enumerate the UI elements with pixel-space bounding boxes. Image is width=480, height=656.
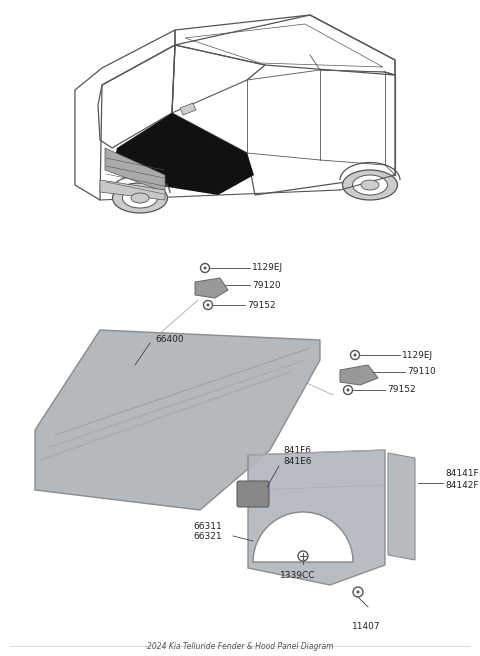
Ellipse shape [352,175,387,195]
Polygon shape [100,180,165,200]
Text: 1129EJ: 1129EJ [402,350,433,359]
Polygon shape [105,148,165,192]
Circle shape [353,354,357,356]
Text: 66311: 66311 [193,522,222,531]
Circle shape [204,266,206,270]
Polygon shape [35,330,320,510]
Ellipse shape [343,170,397,200]
Wedge shape [253,512,353,562]
Text: 1129EJ: 1129EJ [252,264,283,272]
Circle shape [298,551,308,561]
Text: 66321: 66321 [193,532,222,541]
FancyBboxPatch shape [237,481,269,507]
Text: 2024 Kia Telluride Fender & Hood Panel Diagram: 2024 Kia Telluride Fender & Hood Panel D… [147,642,333,651]
Polygon shape [388,453,415,560]
Circle shape [204,300,213,310]
Circle shape [353,587,363,597]
Polygon shape [180,103,196,115]
Ellipse shape [131,193,149,203]
Text: 84141F: 84141F [445,469,479,478]
Ellipse shape [361,180,379,190]
Text: 11407: 11407 [352,622,380,631]
Ellipse shape [112,183,168,213]
Polygon shape [195,278,228,298]
Circle shape [357,590,360,594]
Text: 79152: 79152 [387,386,416,394]
Text: 79110: 79110 [407,367,436,377]
Polygon shape [112,113,254,195]
Text: 79152: 79152 [247,300,276,310]
Circle shape [201,264,209,272]
Polygon shape [340,365,378,385]
Text: 84142F: 84142F [445,481,479,490]
Text: 841E6: 841E6 [283,457,312,466]
Circle shape [347,388,349,392]
Text: 841F6: 841F6 [283,446,311,455]
Text: 1339CC: 1339CC [280,571,316,580]
Circle shape [344,386,352,394]
Polygon shape [248,450,385,585]
Circle shape [206,304,209,306]
Circle shape [350,350,360,359]
Text: 79120: 79120 [252,281,281,289]
Ellipse shape [122,188,157,208]
Text: 66400: 66400 [155,335,184,344]
